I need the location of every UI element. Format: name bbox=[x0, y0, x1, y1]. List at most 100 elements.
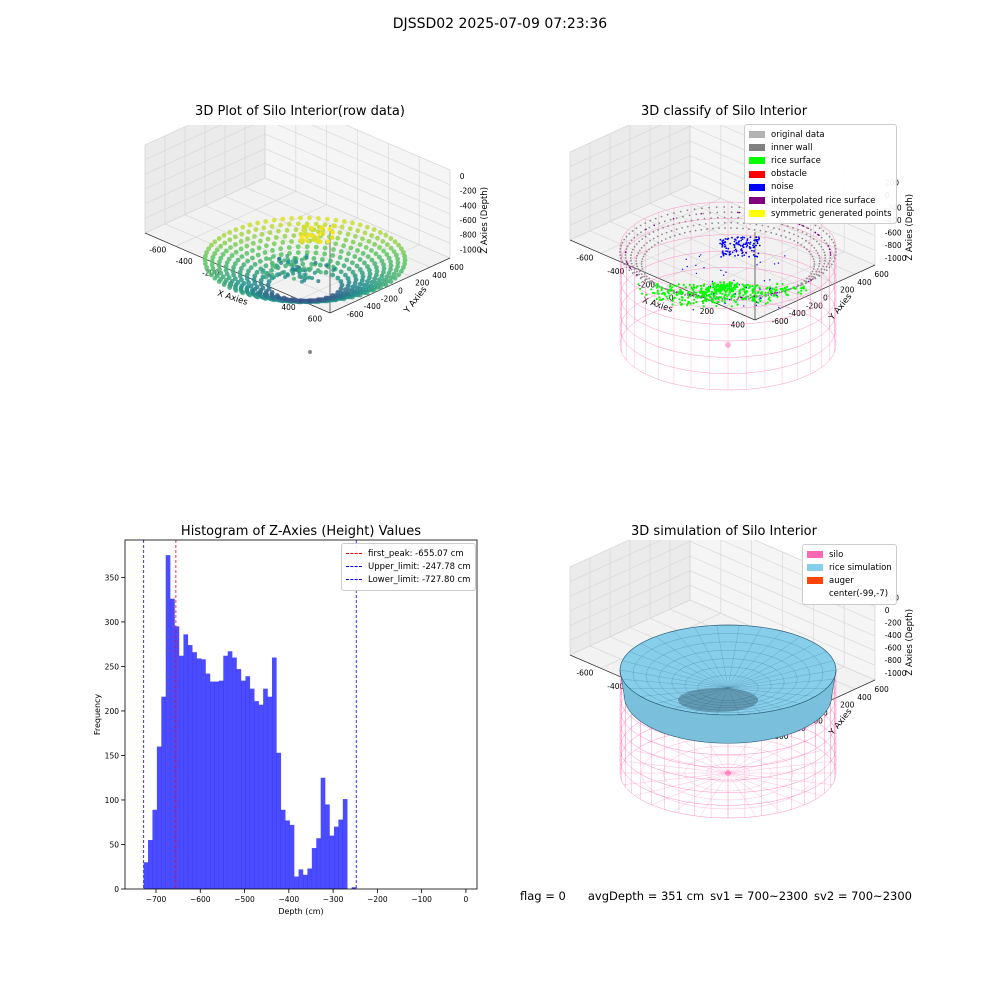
data-point bbox=[316, 229, 320, 233]
wall-point bbox=[806, 233, 808, 235]
wall-point bbox=[641, 261, 643, 263]
histogram-legend: first_peak: -655.07 cm Upper_limit: -247… bbox=[341, 543, 476, 591]
data-point bbox=[294, 258, 298, 262]
wall-point bbox=[813, 276, 815, 278]
silo-floor-spoke bbox=[652, 741, 728, 773]
data-point bbox=[326, 239, 330, 243]
rice-point bbox=[672, 300, 674, 302]
data-point bbox=[255, 270, 260, 275]
x-tick-label: −300 bbox=[323, 895, 344, 904]
histogram-bar bbox=[325, 804, 330, 889]
x-tick-label: -400 bbox=[176, 257, 193, 266]
wall-point bbox=[835, 248, 837, 250]
rice-point bbox=[793, 286, 795, 288]
data-point bbox=[350, 221, 355, 226]
rice-point bbox=[671, 286, 673, 288]
wall-point bbox=[648, 249, 650, 251]
wall-point bbox=[680, 211, 682, 213]
wall-point bbox=[785, 236, 787, 238]
wall-point bbox=[689, 215, 691, 217]
data-point bbox=[272, 241, 277, 246]
x-tick-label: −200 bbox=[367, 895, 388, 904]
y-tick-label: 300 bbox=[105, 618, 120, 627]
wall-point bbox=[684, 294, 686, 296]
wall-point bbox=[797, 229, 799, 231]
histogram-bar bbox=[268, 697, 273, 889]
wall-point bbox=[626, 236, 628, 238]
rice-point bbox=[761, 293, 763, 295]
legend-item-auger: auger bbox=[807, 574, 892, 587]
wall-point bbox=[810, 253, 812, 255]
data-point bbox=[303, 276, 307, 280]
rice-point bbox=[673, 292, 675, 294]
data-point bbox=[245, 236, 250, 241]
noise-point bbox=[743, 305, 744, 306]
wall-point bbox=[789, 238, 791, 240]
rice-point bbox=[679, 289, 681, 291]
wall-point bbox=[633, 237, 635, 239]
rice-point bbox=[708, 299, 710, 301]
wall-point bbox=[662, 227, 664, 229]
noise-point bbox=[750, 236, 752, 238]
rice-point bbox=[757, 292, 759, 294]
rice-point bbox=[775, 286, 777, 288]
y-axis-label: Frequency bbox=[93, 694, 102, 736]
rice-point bbox=[669, 295, 671, 297]
wall-point bbox=[635, 260, 637, 262]
wall-point bbox=[819, 257, 821, 259]
data-point bbox=[298, 298, 303, 303]
wall-point bbox=[815, 250, 817, 252]
histogram-bar bbox=[237, 669, 242, 889]
wall-point bbox=[637, 268, 639, 270]
y-tick-label: 0 bbox=[114, 885, 119, 894]
data-point bbox=[244, 251, 249, 256]
raw-plot-title: 3D Plot of Silo Interior(row data) bbox=[150, 104, 450, 119]
wall-point bbox=[828, 263, 830, 265]
rice-point bbox=[700, 288, 702, 290]
wall-point bbox=[754, 229, 756, 231]
data-point bbox=[252, 234, 257, 239]
wall-point bbox=[695, 213, 697, 215]
rice-point bbox=[717, 301, 719, 303]
data-point bbox=[343, 238, 348, 243]
rice-point bbox=[797, 291, 799, 293]
data-point bbox=[251, 241, 256, 246]
data-point bbox=[358, 223, 363, 228]
histogram-bar bbox=[263, 689, 268, 889]
data-point bbox=[339, 269, 344, 274]
legend-item-obstacle: obstacle bbox=[749, 168, 892, 181]
wall-point bbox=[628, 269, 630, 271]
rice-point bbox=[728, 294, 730, 296]
wall-point bbox=[731, 206, 733, 208]
wall-point bbox=[620, 257, 622, 259]
data-point bbox=[307, 276, 311, 280]
wall-point bbox=[787, 225, 789, 227]
rice-point bbox=[745, 298, 747, 300]
wall-point bbox=[724, 211, 726, 213]
interpolated-point bbox=[815, 232, 817, 234]
data-point bbox=[303, 231, 307, 235]
legend-label: rice surface bbox=[771, 156, 821, 166]
data-point bbox=[309, 266, 313, 270]
rice-point bbox=[678, 292, 680, 294]
interpolated-point bbox=[830, 252, 832, 254]
rice-point bbox=[721, 298, 723, 300]
wall-point bbox=[684, 232, 686, 234]
data-point bbox=[260, 232, 265, 237]
wall-point bbox=[731, 211, 733, 213]
rice-point bbox=[787, 289, 789, 291]
y-tick-label: 600 bbox=[449, 263, 464, 272]
rice-point bbox=[756, 295, 758, 297]
y-tick-label: 400 bbox=[857, 693, 872, 702]
wall-point bbox=[626, 248, 628, 250]
noise-point bbox=[734, 245, 736, 247]
y-tick-label: 400 bbox=[857, 278, 872, 287]
histogram-bar bbox=[188, 645, 193, 889]
histogram-bar bbox=[179, 656, 184, 889]
noise-point bbox=[758, 236, 760, 238]
data-point bbox=[305, 256, 309, 260]
rice-point bbox=[787, 294, 789, 296]
wall-point bbox=[765, 231, 767, 233]
data-point bbox=[248, 223, 253, 228]
histogram-bar bbox=[254, 701, 259, 889]
